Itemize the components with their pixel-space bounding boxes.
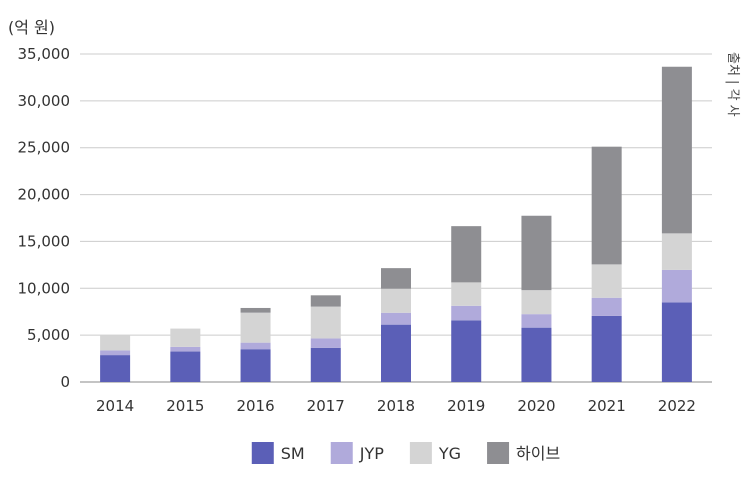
bar-segment-하이브-2017 [310,295,341,307]
x-tick-label: 2019 [447,397,485,415]
bar-segment-하이브-2021 [591,146,622,265]
bar-segment-YG-2021 [591,264,622,298]
bar-segment-SM-2020 [521,327,552,382]
x-tick-label: 2015 [166,397,204,415]
bar-segment-YG-2015 [170,328,201,347]
y-tick-label: 25,000 [18,139,71,157]
legend-label: 하이브 [516,444,560,463]
legend-label: YG [438,444,461,463]
bar-segment-YG-2019 [451,282,482,306]
legend: SM JYP YG 하이브 [251,442,560,464]
bar-segment-하이브-2020 [521,215,552,291]
bar-segment-JYP-2020 [521,314,552,328]
legend-swatch [330,442,353,464]
legend-item-YG: YG [409,442,461,464]
y-tick-label: 20,000 [18,186,71,204]
x-tick-label: 2016 [236,397,274,415]
bar-segment-YG-2016 [240,312,271,343]
bar-segment-JYP-2021 [591,297,622,316]
legend-label: JYP [359,444,384,463]
x-tick-label: 2014 [96,397,134,415]
y-axis-ticks: 0 5,000 10,000 15,000 20,000 25,000 30,000 35,0… [18,45,71,391]
bar-segment-하이브-2019 [451,226,482,283]
bar-segment-YG-2014 [100,335,131,351]
bar-segment-SM-2014 [100,355,131,382]
y-tick-label: 35,000 [18,45,71,63]
legend-item-SM: SM [251,442,305,464]
bar-segment-SM-2016 [240,349,271,382]
bar-segment-SM-2022 [661,302,692,382]
bar-segment-JYP-2015 [170,346,201,352]
bar-segment-JYP-2017 [310,338,341,348]
bar-segment-JYP-2018 [381,312,411,325]
x-tick-label: 2021 [588,397,626,415]
y-tick-label: 10,000 [18,279,71,297]
bars [100,66,692,382]
y-axis-unit-label: (억 원) [8,18,55,37]
bar-segment-JYP-2016 [240,342,271,350]
legend-item-하이브: 하이브 [487,442,560,464]
bar-segment-JYP-2014 [100,350,131,356]
bar-segment-YG-2018 [381,288,411,313]
bar-segment-SM-2021 [591,315,622,382]
x-tick-label: 2022 [658,397,696,415]
bar-segment-JYP-2022 [661,269,692,303]
y-tick-label: 15,000 [18,232,71,250]
bar-segment-JYP-2019 [451,305,482,321]
y-tick-label: 30,000 [18,92,71,110]
y-tick-label: 5,000 [27,326,70,344]
legend-swatch [251,442,274,464]
bar-segment-YG-2020 [521,290,552,315]
x-tick-label: 2017 [307,397,345,415]
y-tick-label: 0 [60,373,70,391]
legend-label: SM [281,444,305,463]
bar-segment-하이브-2022 [661,66,692,234]
legend-item-JYP: JYP [330,442,384,464]
bar-segment-SM-2015 [170,351,201,382]
bar-segment-하이브-2016 [240,307,271,313]
bar-segment-YG-2022 [661,233,692,270]
bar-segment-YG-2017 [310,306,341,339]
legend-swatch [487,442,510,464]
source-label: 출처 | 각 사 [725,52,740,117]
x-axis-ticks: 2014 2015 2016 2017 2018 2019 2020 2021 2022 [96,397,696,415]
bar-segment-SM-2019 [451,320,482,382]
legend-swatch [409,442,432,464]
bar-segment-하이브-2018 [381,268,411,289]
bar-segment-SM-2017 [310,347,341,382]
x-tick-label: 2018 [377,397,415,415]
x-tick-label: 2020 [517,397,555,415]
bar-segment-SM-2018 [381,324,411,382]
